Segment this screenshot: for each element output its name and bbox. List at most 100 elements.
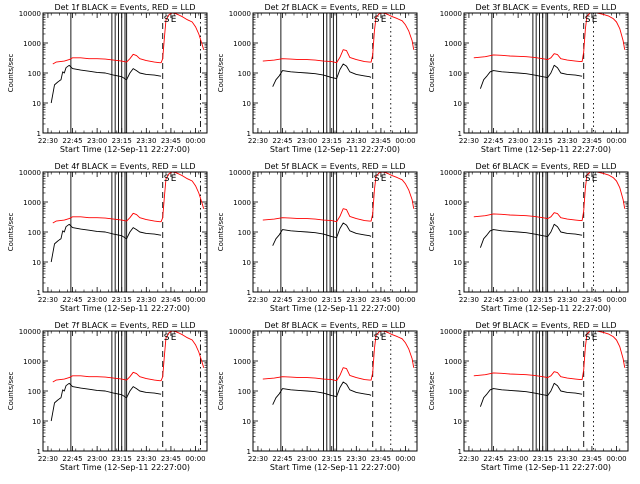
y-tick-label: 10 bbox=[242, 259, 251, 267]
x-tick-label: 00:00 bbox=[606, 137, 626, 145]
y-tick-label: 10 bbox=[242, 418, 251, 426]
x-tick-label: 23:00 bbox=[87, 137, 107, 145]
y-tick-label: 1000 bbox=[233, 358, 251, 366]
x-tick-label: 23:30 bbox=[557, 296, 577, 304]
x-tick-label: 23:15 bbox=[112, 455, 132, 463]
marker-label: S bbox=[374, 15, 380, 25]
marker-label: E bbox=[171, 15, 177, 25]
x-tick-label: 23:30 bbox=[557, 455, 577, 463]
x-axis-label: Start Time (12-Sep-11 22:27:00) bbox=[270, 463, 400, 472]
x-axis-label: Start Time (12-Sep-11 22:27:00) bbox=[60, 145, 190, 154]
panel-title: Det 5f BLACK = Events, RED = LLD bbox=[264, 162, 405, 171]
y-tick-label: 10 bbox=[453, 418, 462, 426]
x-tick-label: 23:00 bbox=[297, 137, 317, 145]
x-tick-label: 22:30 bbox=[459, 137, 479, 145]
marker-label: S bbox=[374, 174, 380, 184]
panel-title: Det 8f BLACK = Events, RED = LLD bbox=[264, 321, 405, 330]
x-tick-label: 23:45 bbox=[161, 137, 181, 145]
x-tick-label: 23:30 bbox=[346, 296, 366, 304]
y-tick-label: 10 bbox=[453, 259, 462, 267]
y-axis-label: Counts/sec bbox=[7, 372, 15, 411]
x-tick-label: 23:45 bbox=[371, 455, 391, 463]
series-events-line bbox=[50, 382, 162, 422]
y-tick-label: 1 bbox=[458, 130, 462, 138]
y-tick-label: 1000 bbox=[233, 40, 251, 48]
marker-label: E bbox=[381, 174, 387, 184]
x-tick-label: 23:30 bbox=[557, 137, 577, 145]
plot-frame bbox=[252, 330, 418, 452]
y-tick-label: 100 bbox=[238, 388, 251, 396]
x-tick-label: 22:45 bbox=[62, 296, 82, 304]
x-tick-label: 23:00 bbox=[87, 296, 107, 304]
x-tick-label: 22:45 bbox=[272, 296, 292, 304]
y-tick-label: 100 bbox=[238, 70, 251, 78]
y-axis-label: Counts/sec bbox=[217, 54, 225, 93]
series-lld-line bbox=[52, 330, 205, 383]
x-tick-label: 22:45 bbox=[272, 137, 292, 145]
x-tick-label: 23:15 bbox=[322, 296, 342, 304]
x-tick-label: 23:45 bbox=[371, 137, 391, 145]
detector-panel: Det 5f BLACK = Events, RED = LLD 1 10 100 10… bbox=[217, 162, 418, 313]
x-axis-label: Start Time (12-Sep-11 22:27:00) bbox=[60, 304, 190, 313]
y-tick-label: 1 bbox=[37, 448, 41, 456]
x-tick-label: 00:00 bbox=[185, 137, 205, 145]
y-tick-label: 1000 bbox=[23, 358, 41, 366]
detector-panel: Det 2f BLACK = Events, RED = LLD 1 10 100 10… bbox=[217, 3, 418, 154]
series-events-line bbox=[50, 223, 162, 263]
marker-label: S bbox=[585, 174, 591, 184]
plot-frame bbox=[42, 171, 208, 293]
y-tick-label: 10 bbox=[32, 259, 41, 267]
series-events-line bbox=[50, 64, 162, 104]
x-tick-label: 23:00 bbox=[508, 455, 528, 463]
y-axis-label: Counts/sec bbox=[7, 213, 15, 252]
detector-panel: Det 9f BLACK = Events, RED = LLD 1 10 100 10… bbox=[428, 321, 629, 472]
panel-title: Det 4f BLACK = Events, RED = LLD bbox=[54, 162, 195, 171]
y-tick-label: 1000 bbox=[444, 199, 462, 207]
y-tick-label: 10 bbox=[32, 100, 41, 108]
y-tick-label: 10000 bbox=[19, 10, 41, 18]
panel-title: Det 7f BLACK = Events, RED = LLD bbox=[54, 321, 195, 330]
series-lld-line bbox=[473, 330, 626, 381]
marker-label: S bbox=[164, 333, 170, 343]
x-tick-label: 23:45 bbox=[582, 137, 602, 145]
detector-panel: Det 6f BLACK = Events, RED = LLD 1 10 100 10… bbox=[428, 162, 629, 313]
series-events-line bbox=[272, 381, 372, 405]
x-tick-label: 22:45 bbox=[483, 296, 503, 304]
x-tick-label: 22:30 bbox=[459, 455, 479, 463]
x-axis-label: Start Time (12-Sep-11 22:27:00) bbox=[60, 463, 190, 472]
series-events-line bbox=[479, 223, 583, 248]
y-axis-label: Counts/sec bbox=[428, 372, 436, 411]
x-tick-label: 22:30 bbox=[38, 137, 58, 145]
x-tick-label: 23:45 bbox=[371, 296, 391, 304]
x-tick-label: 22:45 bbox=[62, 455, 82, 463]
plot-frame bbox=[463, 171, 629, 293]
marker-label: S bbox=[585, 333, 591, 343]
y-tick-label: 10 bbox=[32, 418, 41, 426]
y-tick-label: 100 bbox=[28, 70, 41, 78]
x-axis-label: Start Time (12-Sep-11 22:27:00) bbox=[481, 145, 611, 154]
x-tick-label: 00:00 bbox=[395, 455, 415, 463]
detector-panel: Det 4f BLACK = Events, RED = LLD 1 10 100 10… bbox=[7, 162, 208, 313]
detector-panel: Det 7f BLACK = Events, RED = LLD 1 10 100 10… bbox=[7, 321, 208, 472]
x-tick-label: 23:45 bbox=[161, 296, 181, 304]
y-tick-label: 100 bbox=[449, 70, 462, 78]
y-tick-label: 1000 bbox=[444, 358, 462, 366]
y-axis-label: Counts/sec bbox=[428, 54, 436, 93]
y-axis-label: Counts/sec bbox=[217, 372, 225, 411]
x-tick-label: 23:15 bbox=[112, 137, 132, 145]
series-events-line bbox=[479, 64, 583, 89]
series-lld-line bbox=[262, 330, 415, 382]
x-tick-label: 23:30 bbox=[346, 137, 366, 145]
x-tick-label: 22:30 bbox=[38, 455, 58, 463]
x-tick-label: 22:30 bbox=[248, 455, 268, 463]
x-tick-label: 00:00 bbox=[606, 455, 626, 463]
y-tick-label: 1 bbox=[247, 448, 251, 456]
marker-label: S bbox=[585, 15, 591, 25]
x-axis-label: Start Time (12-Sep-11 22:27:00) bbox=[270, 304, 400, 313]
plot-frame bbox=[463, 330, 629, 452]
marker-label: E bbox=[592, 333, 598, 343]
detector-panel: Det 8f BLACK = Events, RED = LLD 1 10 100 10… bbox=[217, 321, 418, 472]
x-tick-label: 23:45 bbox=[582, 296, 602, 304]
series-lld-line bbox=[473, 171, 626, 222]
